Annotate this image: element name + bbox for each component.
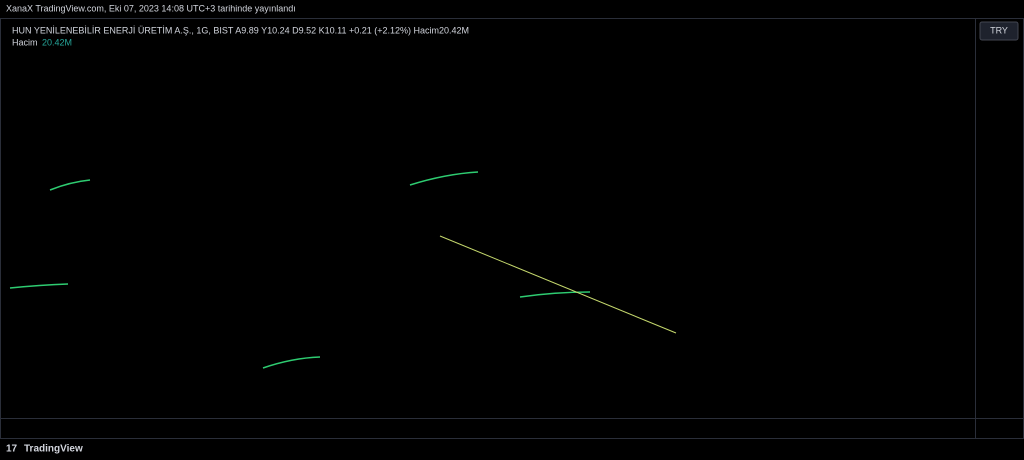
currency-label[interactable]: TRY [990, 25, 1008, 35]
logo-mark: 17 [6, 444, 18, 455]
volume-legend-name: Hacim [12, 37, 38, 47]
annotation-curve [519, 291, 591, 298]
legend-title: HUN YENİLENEBİLİR ENERJİ ÜRETİM A.Ş., 1G… [12, 25, 469, 35]
drawings [9, 171, 677, 369]
annotation-curve [49, 179, 91, 191]
annotation-curve [262, 356, 321, 369]
brand: TradingView [24, 444, 83, 455]
annotation-curve [9, 283, 69, 289]
header-title: XanaX TradingView.com, Eki 07, 2023 14:0… [6, 3, 296, 13]
currency-button[interactable] [979, 21, 1019, 41]
volume-legend-value: 20.42M [42, 37, 72, 47]
annotation-curve [409, 171, 479, 186]
trend-line [439, 235, 677, 334]
